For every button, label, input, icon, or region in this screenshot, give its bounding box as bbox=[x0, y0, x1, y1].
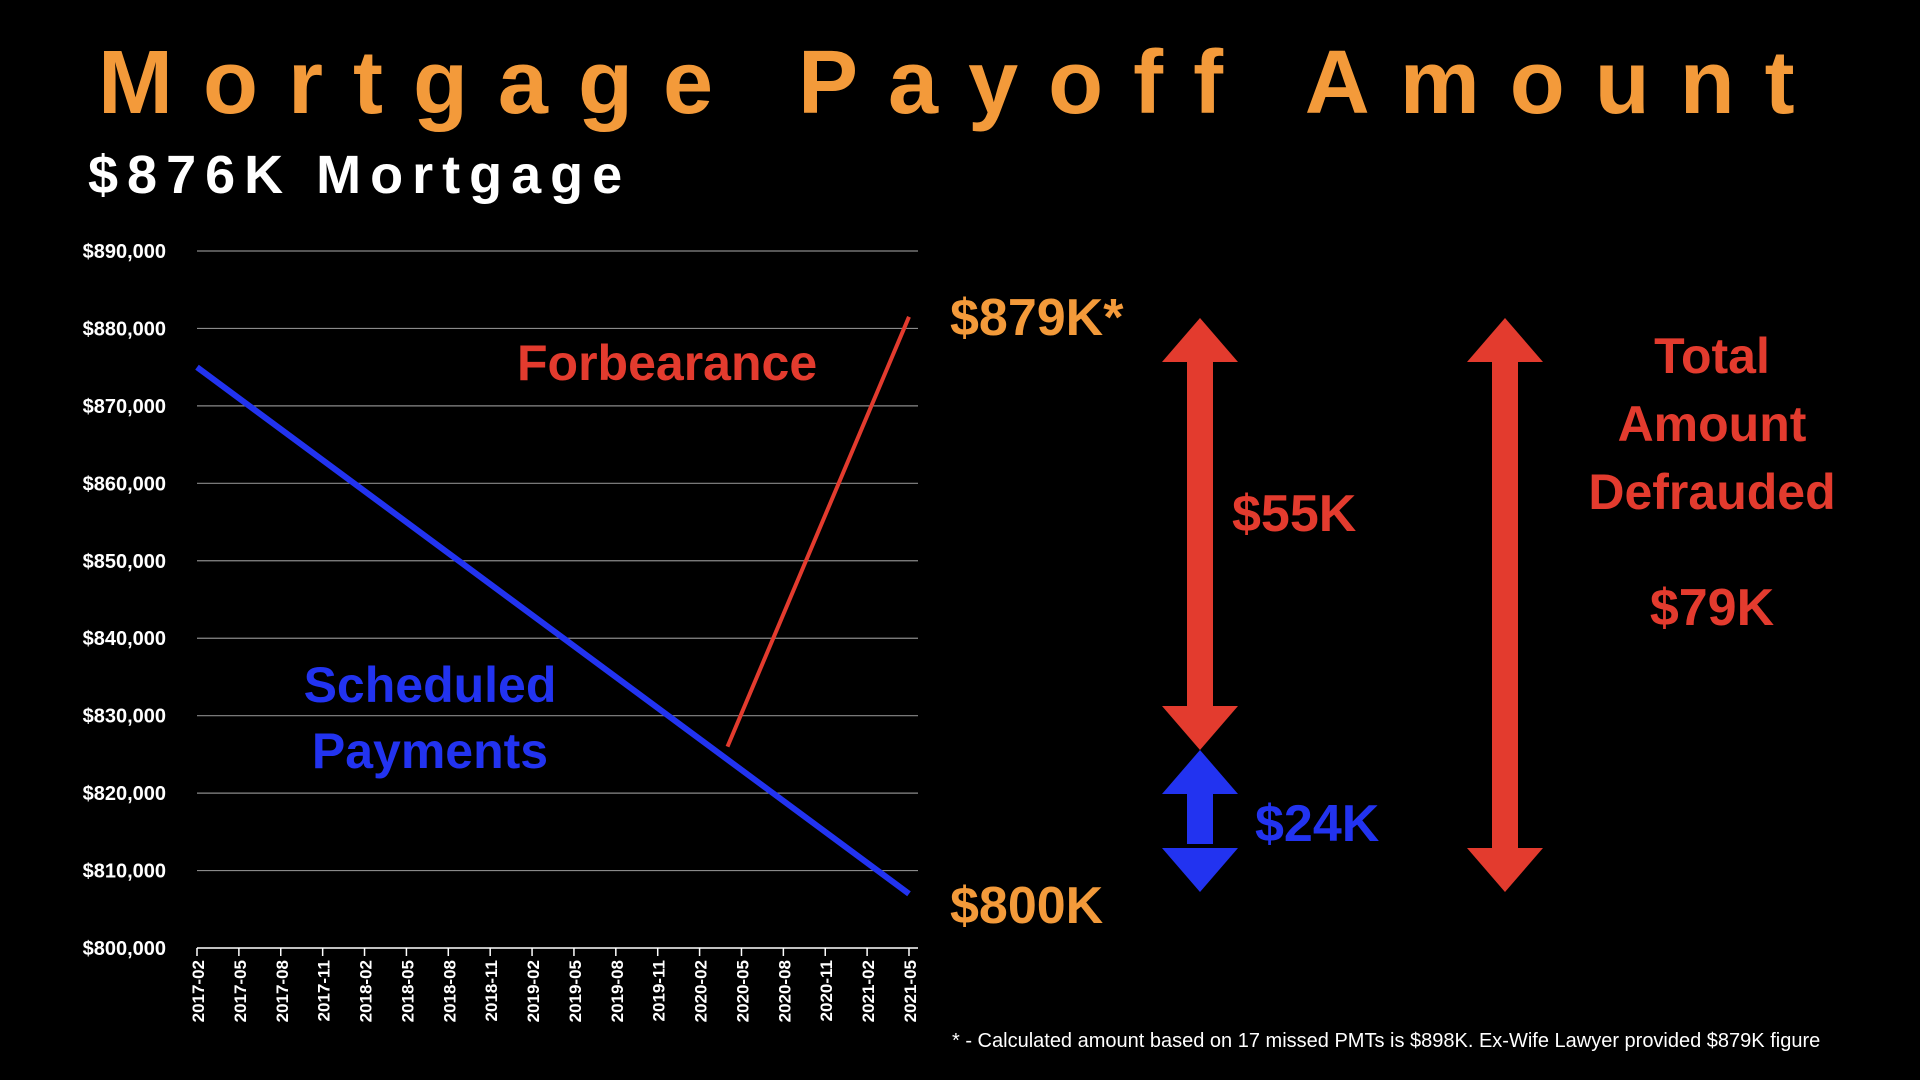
x-axis bbox=[196, 947, 918, 956]
gap-lower-arrow bbox=[1162, 750, 1238, 892]
y-tick-label: $840,000 bbox=[83, 628, 166, 650]
y-tick-label: $880,000 bbox=[83, 318, 166, 340]
x-tick-label: 2017-05 bbox=[231, 960, 250, 1022]
scheduled-label-line1: Scheduled bbox=[303, 657, 557, 713]
x-tick-label: 2019-08 bbox=[608, 960, 627, 1022]
arrows bbox=[1162, 318, 1543, 892]
total-line2: Amount bbox=[1617, 396, 1807, 452]
x-tick-label: 2018-02 bbox=[357, 960, 376, 1022]
x-tick-label: 2021-02 bbox=[859, 960, 878, 1022]
x-axis-tick-labels: 2017-02 2017-05 2017-08 2017-11 2018-02 2018-… bbox=[189, 960, 920, 1022]
y-tick-label: $850,000 bbox=[83, 551, 166, 573]
x-tick-label: 2018-05 bbox=[398, 960, 417, 1022]
page-title: Mortgage Payoff Amount bbox=[98, 33, 1825, 133]
x-tick-label: 2020-08 bbox=[775, 960, 794, 1022]
total-defrauded-label: Total Amount Defrauded bbox=[1542, 322, 1882, 526]
x-tick-label: 2019-02 bbox=[524, 960, 543, 1022]
total-defrauded-value: $79K bbox=[1649, 579, 1775, 637]
y-tick-label: $810,000 bbox=[83, 861, 166, 883]
bottom-value-label: $800K bbox=[950, 877, 1104, 935]
y-tick-label: $870,000 bbox=[83, 396, 166, 418]
x-tick-label: 2017-02 bbox=[189, 960, 208, 1022]
total-line1: Total bbox=[1654, 328, 1770, 384]
y-tick-label: $820,000 bbox=[83, 783, 166, 805]
series-lines bbox=[195, 316, 911, 897]
forbearance-line bbox=[725, 316, 911, 748]
page-subtitle: $876K Mortgage bbox=[88, 145, 632, 205]
scheduled-payments-label: Scheduled Payments bbox=[280, 652, 580, 784]
x-tick-label: 2020-11 bbox=[817, 960, 836, 1021]
x-tick-label: 2018-08 bbox=[440, 960, 459, 1022]
x-tick-label: 2020-02 bbox=[692, 960, 711, 1022]
scheduled-payments-line bbox=[195, 364, 911, 897]
y-tick-label: $830,000 bbox=[83, 706, 166, 728]
y-axis-tick-labels: $800,000 $810,000 $820,000 $830,000 $840,000… bbox=[83, 241, 166, 960]
x-tick-label: 2017-11 bbox=[315, 960, 334, 1021]
total-arrow bbox=[1467, 318, 1543, 892]
forbearance-label: Forbearance bbox=[517, 335, 818, 391]
gap-upper-label: $55K bbox=[1232, 485, 1357, 543]
scheduled-label-line2: Payments bbox=[311, 723, 549, 779]
y-tick-label: $800,000 bbox=[83, 938, 166, 960]
top-value-label: $879K* bbox=[950, 289, 1124, 347]
x-tick-label: 2019-11 bbox=[650, 960, 669, 1021]
total-line3: Defrauded bbox=[1588, 464, 1836, 520]
x-tick-label: 2021-05 bbox=[901, 960, 920, 1022]
x-tick-label: 2018-11 bbox=[482, 960, 501, 1021]
x-tick-label: 2017-08 bbox=[273, 960, 292, 1022]
footnote: * - Calculated amount based on 17 missed… bbox=[952, 1030, 1821, 1052]
grid-lines bbox=[197, 250, 918, 872]
x-tick-label: 2019-05 bbox=[566, 960, 585, 1022]
x-tick-label: 2020-05 bbox=[733, 960, 752, 1022]
y-tick-label: $860,000 bbox=[83, 473, 166, 495]
y-tick-label: $890,000 bbox=[83, 241, 166, 263]
gap-upper-arrow bbox=[1162, 318, 1238, 750]
gap-lower-label: $24K bbox=[1255, 795, 1380, 853]
